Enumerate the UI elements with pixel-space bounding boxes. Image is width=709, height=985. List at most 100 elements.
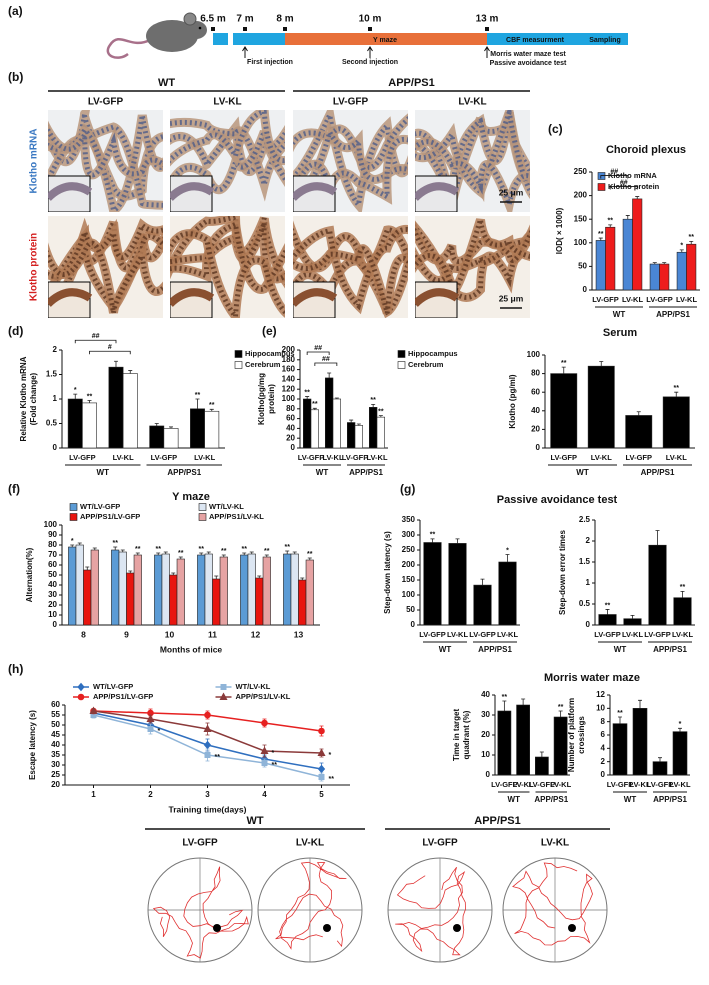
group-label: WT — [614, 645, 627, 654]
group-label: APP/PS1 — [653, 645, 687, 654]
y-tick-label: 20 — [481, 730, 490, 739]
error-bar — [85, 566, 90, 570]
significance: ** — [430, 532, 436, 539]
bar — [122, 373, 138, 449]
x-tick-label: 13 — [294, 629, 304, 639]
y-tick-label: 30 — [48, 590, 57, 599]
bar — [118, 551, 127, 626]
y-axis-label: Klotho (pg/ml) — [508, 374, 517, 429]
panel-label: (e) — [262, 324, 277, 338]
bar — [83, 569, 92, 626]
mouse-ear — [183, 12, 197, 26]
micrograph — [293, 216, 408, 318]
error-bar — [264, 554, 269, 557]
timeline-event: Passive avoidance test — [490, 60, 567, 67]
significance: ** — [329, 776, 335, 783]
bracket-label: ## — [610, 168, 618, 175]
marker — [318, 774, 325, 780]
micrograph — [415, 216, 530, 318]
y-tick-label: 80 — [48, 540, 57, 549]
bar — [448, 543, 467, 626]
y-tick-label: 40 — [48, 580, 57, 589]
bar — [108, 366, 124, 449]
y-axis-label: Relative Klotho mRNA — [19, 356, 28, 441]
significance: ** — [87, 393, 93, 400]
y-tick-label: 2 — [586, 536, 591, 545]
error-bar — [77, 542, 82, 545]
error-bar — [307, 557, 312, 560]
bracket — [89, 350, 131, 355]
y-tick-label: 70 — [48, 550, 57, 559]
y-tick-label: 250 — [574, 167, 588, 176]
bar — [154, 554, 163, 626]
bar — [625, 415, 653, 449]
bar — [126, 572, 135, 626]
legend-swatch — [198, 513, 207, 521]
error-bar — [689, 240, 694, 245]
y-axis-label: Number of platform — [567, 698, 576, 772]
y-tick-label: 200 — [282, 345, 296, 354]
y-tick-label: 200 — [574, 191, 588, 200]
error-bar — [154, 423, 159, 426]
nuclei — [415, 139, 530, 212]
swim-path — [395, 866, 466, 956]
bar — [595, 240, 606, 291]
y-tick-label: 120 — [282, 384, 296, 393]
bar — [298, 579, 307, 626]
bar — [605, 226, 616, 291]
significance: ** — [221, 548, 227, 555]
significance: ** — [617, 710, 623, 717]
x-tick-label: LV-KL — [322, 453, 344, 462]
y-tick-label: 1 — [53, 394, 58, 403]
y-tick-label: 30 — [481, 710, 490, 719]
bar — [346, 422, 356, 449]
bar — [587, 365, 615, 449]
x-tick-label: LV-GFP — [342, 453, 369, 462]
tissue — [293, 120, 408, 206]
bar — [169, 574, 178, 626]
x-tick-label: LV-KL — [666, 453, 688, 462]
x-tick-label: LV-GFP — [529, 780, 556, 789]
nuclei — [415, 223, 530, 300]
bar — [659, 263, 670, 291]
x-tick-label: LV-GFP — [151, 453, 178, 462]
y-tick-label: 140 — [282, 375, 296, 384]
significance: ** — [307, 551, 313, 558]
x-tick-label: LV-GFP — [491, 780, 518, 789]
error-bar — [128, 570, 133, 573]
y-tick-label: 10 — [48, 610, 57, 619]
error-bar — [128, 370, 133, 374]
mouse-eye — [198, 26, 202, 30]
bar — [332, 398, 341, 449]
group-label: WT — [97, 468, 110, 477]
error-bar — [214, 575, 219, 579]
inset-tissue — [48, 288, 93, 307]
significance: * — [158, 728, 161, 735]
bar — [197, 554, 206, 626]
x-tick-label: 5 — [319, 790, 324, 799]
marker — [77, 682, 85, 692]
bar — [90, 549, 99, 626]
error-bar — [92, 547, 97, 550]
legend-label: APP/PS1/LV-GFP — [80, 512, 140, 521]
group-label: APP/PS1 — [349, 468, 383, 477]
y-tick-label: 0.5 — [46, 419, 58, 428]
x-tick-label: LV-GFP — [469, 630, 496, 639]
y-tick-label: 30 — [51, 760, 60, 769]
bar — [149, 425, 165, 449]
nuclei — [48, 114, 163, 212]
bar — [161, 553, 170, 626]
significance: ** — [304, 389, 310, 396]
error-bar — [608, 224, 613, 228]
legend-label: Cerebrum — [408, 360, 444, 369]
group-label: APP/PS1 — [474, 815, 520, 827]
error-bar — [678, 727, 682, 732]
micrograph — [415, 110, 530, 212]
error-bar — [539, 751, 544, 757]
marker — [261, 760, 268, 766]
arrow — [242, 46, 248, 58]
timeline-tick-label: 7 m — [236, 14, 253, 25]
y-tick-label: 300 — [402, 530, 416, 539]
y-tick-label: 8 — [601, 717, 606, 726]
bar — [75, 544, 84, 626]
